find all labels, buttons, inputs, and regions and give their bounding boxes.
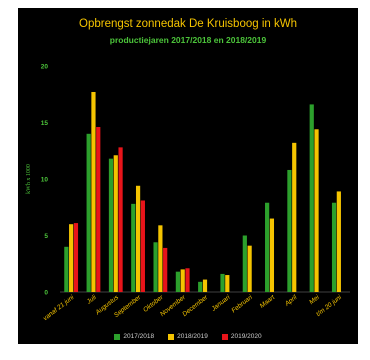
legend-item-1: 2018/2019 [168,333,208,340]
y-tick-label-4: 20 [41,64,49,71]
bar-0-3 [131,203,136,292]
bar-1-6 [202,279,208,292]
y-axis-label: kWh x 1000 [26,164,32,194]
bar-0-2 [108,158,114,292]
bar-2-3 [140,200,145,292]
chart-subtitle: productiejaren 2017/2018 en 2018/2019 [109,35,267,45]
bar-1-7 [225,275,230,292]
x-tick-label-6: December [181,294,210,318]
bar-1-10 [292,142,297,292]
bar-2-4 [163,247,168,292]
legend-item-0: 2017/2018 [114,333,154,340]
bar-1-12 [336,191,341,292]
bar-0-7 [220,273,225,292]
x-tick-label-10: April [283,294,299,308]
x-tick-label-11: Mei [308,294,321,306]
chart-legend: 2017/2018 2018/2019 2019/2020 [18,333,358,340]
bar-0-11 [309,104,314,292]
bar-1-5 [180,269,185,292]
chart-panel: Opbrengst zonnedak De Kruisboog in kWh p… [18,8,358,344]
x-tick-label-8: Februari [230,294,254,315]
y-tick-label-1: 5 [44,233,48,240]
bar-2-0 [73,223,79,292]
bar-0-5 [175,271,180,292]
bar-1-8 [247,245,252,292]
chart-title: Opbrengst zonnedak De Kruisboog in kWh [79,18,297,30]
legend-label-0: 2017/2018 [123,333,155,340]
legend-swatch-2 [221,333,228,340]
legend-label-2: 2019/2020 [230,333,262,340]
y-tick-label-0: 0 [44,290,48,297]
bar-2-1 [96,127,101,293]
x-tick-label-7: Januari [210,294,232,314]
legend-swatch-0 [114,333,121,340]
bar-1-9 [269,218,275,292]
x-tick-label-12: t/m 20 juni [315,294,343,318]
legend-swatch-1 [168,333,175,340]
y-tick-label-2: 10 [41,177,49,184]
bar-0-10 [287,169,292,292]
bar-2-2 [118,147,123,292]
legend-label-1: 2018/2019 [177,333,208,340]
bar-1-0 [69,224,74,292]
bar-1-11 [314,129,319,292]
bar-0-9 [265,202,270,292]
bar-1-1 [91,91,96,293]
bar-0-0 [64,246,69,292]
bar-1-3 [135,185,141,292]
bar-1-2 [113,155,118,292]
y-tick-label-3: 15 [41,120,49,127]
bar-0-8 [242,235,247,292]
bar-1-4 [158,225,163,292]
bar-0-12 [331,202,337,292]
bar-2-5 [185,268,190,292]
x-tick-label-0: vanaf 21 juni [42,294,76,323]
bar-0-4 [153,242,158,292]
bar-0-1 [86,133,91,292]
legend-item-2: 2019/2020 [221,333,262,340]
bar-0-6 [198,281,203,292]
x-tick-label-1: Juli [85,294,98,306]
x-tick-label-9: Maart [259,293,277,309]
